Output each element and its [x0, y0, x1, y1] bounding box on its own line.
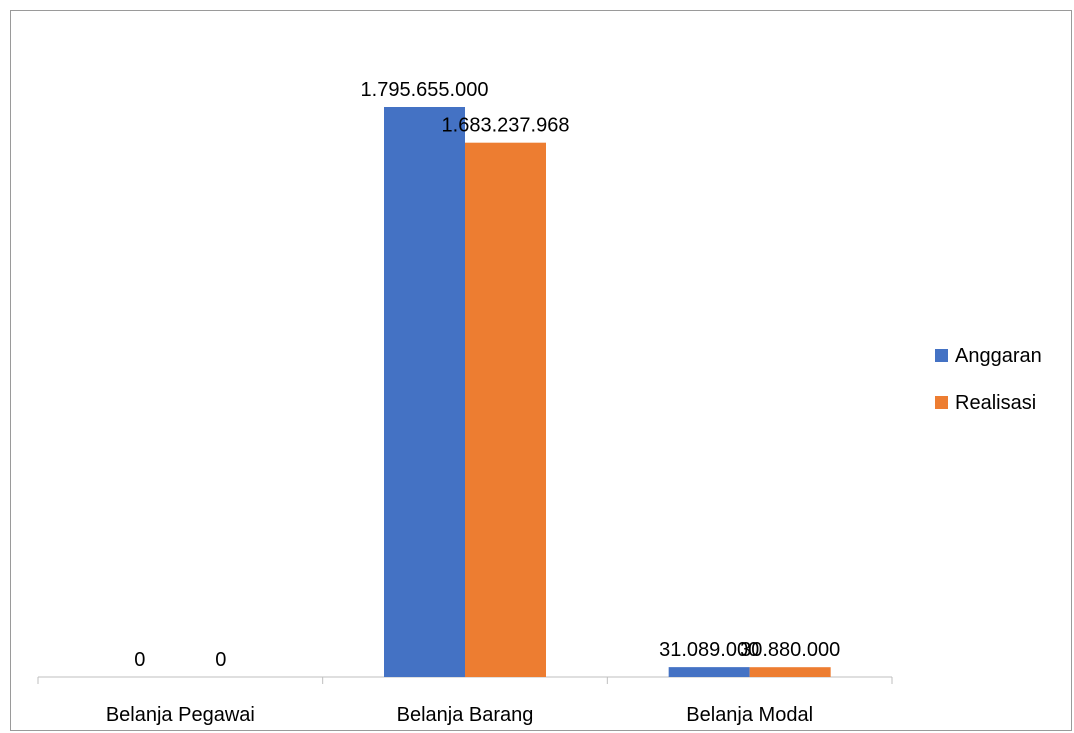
bar-realisasi-belanja-barang	[465, 142, 546, 677]
legend-swatch-anggaran	[935, 349, 948, 362]
category-label-belanja-pegawai: Belanja Pegawai	[106, 704, 255, 726]
data-label-anggaran-belanja-modal: 31.089.000	[659, 639, 759, 661]
legend-label-anggaran: Anggaran	[955, 345, 1042, 367]
data-label-realisasi-belanja-barang: 1.683.237.968	[442, 115, 570, 137]
category-label-belanja-barang: Belanja Barang	[397, 704, 534, 726]
bars	[384, 107, 831, 677]
category-labels: Belanja Pegawai Belanja Barang Belanja Mod…	[106, 704, 813, 726]
data-label-anggaran-belanja-pegawai: 0	[134, 649, 145, 671]
legend-swatch-realisasi	[935, 396, 948, 409]
category-label-belanja-modal: Belanja Modal	[686, 704, 813, 726]
x-axis	[37, 676, 893, 684]
bar-anggaran-belanja-barang	[384, 107, 465, 677]
bar-anggaran-belanja-modal	[668, 667, 750, 677]
data-labels: 0 0 1.795.655.000 1.683.237.968 31.089.00030…	[134, 79, 840, 671]
legend-label-realisasi: Realisasi	[955, 392, 1036, 414]
data-label-anggaran-belanja-barang: 1.795.655.000	[361, 79, 489, 101]
data-label-realisasi-belanja-modal: 30.880.000	[740, 639, 840, 661]
data-label-realisasi-belanja-pegawai: 0	[215, 649, 226, 671]
bar-realisasi-belanja-modal	[749, 667, 831, 677]
legend: Anggaran Realisasi	[935, 345, 1042, 414]
